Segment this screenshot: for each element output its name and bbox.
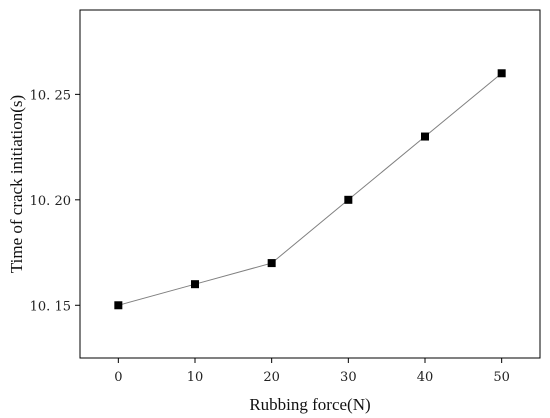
data-point xyxy=(114,301,123,310)
data-point xyxy=(191,280,199,289)
x-axis-ticks: 0 10 20 30 40 50 xyxy=(114,358,510,385)
x-tick-label: 10 xyxy=(187,370,204,385)
series-points xyxy=(114,69,506,310)
series-lines xyxy=(118,72,503,306)
x-tick-label: 20 xyxy=(263,370,280,385)
y-axis-title: Time of crack initiation(s) xyxy=(7,95,26,273)
x-tick-label: 50 xyxy=(493,370,510,385)
y-tick-label: 10. 20 xyxy=(30,194,71,209)
plot-frame xyxy=(79,9,541,359)
x-axis-title: Rubbing force(N) xyxy=(249,395,370,414)
y-tick-label: 10. 15 xyxy=(30,299,71,314)
y-axis-ticks: 10. 15 10. 20 10. 25 xyxy=(30,88,80,314)
data-point xyxy=(267,259,276,268)
y-tick-label: 10. 25 xyxy=(30,88,71,103)
x-tick-label: 30 xyxy=(340,370,357,385)
x-tick-label: 40 xyxy=(417,370,434,385)
series-line xyxy=(118,72,503,306)
data-point xyxy=(497,69,506,78)
x-tick-label: 0 xyxy=(114,370,122,385)
data-point xyxy=(344,195,353,204)
data-point xyxy=(421,132,429,141)
